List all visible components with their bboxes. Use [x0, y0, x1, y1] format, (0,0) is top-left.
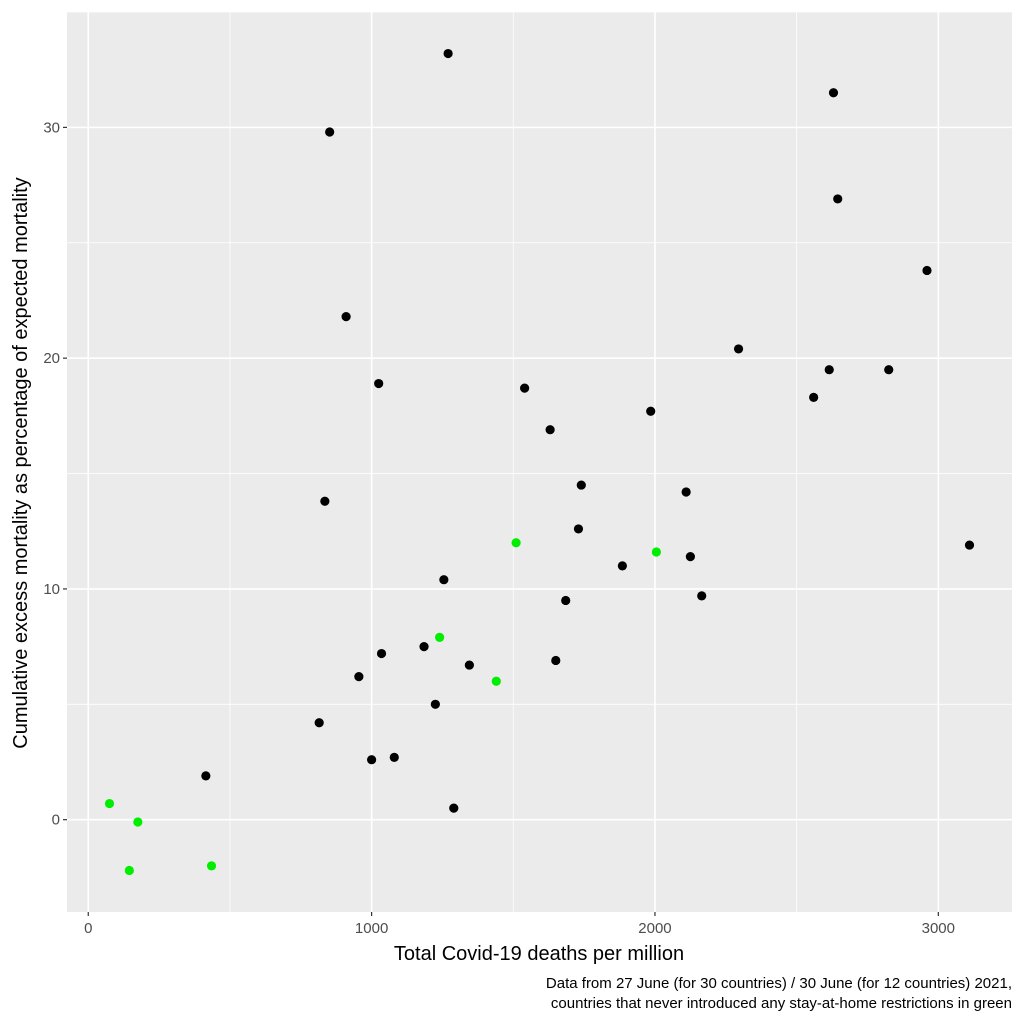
data-point-restrictions	[376, 648, 387, 659]
data-point-restrictions	[573, 524, 584, 534]
data-point-no-restrictions	[124, 865, 134, 876]
data-point-restrictions	[561, 595, 571, 606]
data-points	[104, 48, 975, 876]
minor-gridlines	[67, 11, 1012, 912]
data-point-restrictions	[646, 406, 656, 416]
data-point-restrictions	[809, 392, 819, 402]
y-tick-label: 20	[43, 350, 60, 367]
data-point-restrictions	[367, 755, 377, 765]
data-point-restrictions	[681, 487, 691, 497]
data-point-restrictions	[320, 496, 330, 506]
data-point-restrictions	[464, 660, 474, 670]
data-point-restrictions	[545, 425, 555, 435]
data-point-restrictions	[449, 803, 459, 813]
data-point-no-restrictions	[491, 676, 501, 686]
data-point-restrictions	[354, 672, 364, 682]
y-axis-title: Cumulative excess mortality as percentag…	[10, 177, 32, 748]
caption-line-2: countries that never introduced any stay…	[551, 995, 1012, 1012]
data-point-restrictions	[341, 312, 351, 322]
data-point-restrictions	[389, 752, 399, 762]
x-tick-label: 1000	[355, 920, 388, 937]
data-point-restrictions	[520, 383, 530, 393]
data-point-restrictions	[443, 48, 453, 59]
data-point-restrictions	[617, 561, 627, 571]
data-point-no-restrictions	[104, 798, 115, 809]
data-point-no-restrictions	[133, 817, 143, 827]
data-point-restrictions	[551, 655, 561, 666]
data-point-restrictions	[314, 718, 324, 728]
data-point-restrictions	[374, 378, 384, 389]
data-point-no-restrictions	[651, 547, 661, 557]
data-point-restrictions	[733, 344, 744, 354]
caption-line-1: Data from 27 June (for 30 countries) / 3…	[546, 975, 1012, 992]
data-point-restrictions	[697, 591, 707, 601]
data-point-restrictions	[576, 480, 586, 490]
data-point-restrictions	[439, 575, 449, 585]
data-point-restrictions	[419, 642, 429, 652]
x-axis-title: Total Covid-19 deaths per million	[394, 943, 684, 965]
data-point-restrictions	[828, 88, 839, 98]
y-tick-label: 0	[52, 812, 60, 829]
x-tick-label: 0	[84, 920, 92, 937]
data-point-no-restrictions	[435, 632, 445, 642]
data-point-restrictions	[685, 552, 695, 562]
data-point-no-restrictions	[206, 861, 217, 871]
axis-ticks: 0 1000 2000 3000 0 10 20 30	[43, 119, 955, 937]
data-point-restrictions	[201, 771, 211, 781]
data-point-restrictions	[824, 365, 834, 375]
data-point-no-restrictions	[511, 538, 521, 548]
data-point-restrictions	[964, 540, 975, 550]
data-point-restrictions	[922, 265, 932, 276]
data-point-restrictions	[884, 365, 894, 375]
data-point-restrictions	[325, 127, 335, 137]
major-gridlines	[67, 12, 1012, 912]
data-point-restrictions	[430, 699, 440, 709]
x-tick-label: 3000	[922, 920, 955, 937]
x-tick-label: 2000	[638, 920, 671, 937]
plot-panel	[67, 12, 1012, 912]
data-point-restrictions	[833, 194, 843, 204]
y-tick-label: 30	[43, 119, 60, 136]
y-tick-label: 10	[43, 581, 60, 598]
